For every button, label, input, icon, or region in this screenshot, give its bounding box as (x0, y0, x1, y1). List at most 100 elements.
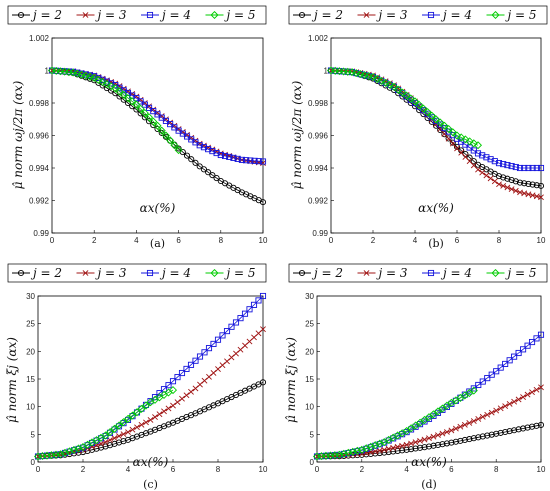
x-tick-label: 10 (259, 465, 268, 474)
data-point (406, 94, 415, 103)
data-point (520, 346, 527, 353)
legend-marker (427, 11, 435, 19)
data-point (425, 443, 433, 450)
data-point (241, 310, 249, 317)
data-point (434, 441, 442, 449)
y-tick-label: 30 (305, 292, 314, 301)
data-point (213, 175, 220, 182)
data-point (91, 73, 98, 80)
x-tick-label: 4 (404, 465, 409, 474)
data-point (86, 72, 94, 79)
data-point (348, 447, 357, 456)
legend-label: j = 4 (159, 8, 191, 22)
data-point (466, 436, 473, 443)
x-tick-label: 0 (329, 236, 334, 245)
data-point (381, 446, 388, 453)
data-point (500, 161, 507, 168)
y-tick-label: 0.992 (308, 197, 329, 206)
data-point (77, 70, 86, 79)
data-point (259, 292, 267, 300)
y-tick-label: 15 (26, 375, 35, 384)
data-point (538, 194, 544, 201)
data-point (483, 172, 490, 179)
data-point (170, 402, 176, 409)
data-point (140, 109, 149, 118)
y-tick-label: 0.992 (29, 197, 50, 206)
data-point (137, 404, 146, 413)
data-point (491, 158, 498, 165)
data-point (223, 328, 231, 335)
data-point (205, 169, 212, 176)
series-j4 (313, 331, 545, 460)
data-point (210, 340, 217, 347)
data-point (174, 146, 183, 155)
y-tick-label: 5 (310, 430, 315, 439)
data-point (141, 114, 148, 121)
data-point (533, 182, 540, 189)
data-point (219, 332, 226, 339)
y-tick-label: 0.998 (29, 99, 50, 108)
x-tick-label: 2 (81, 465, 86, 474)
data-point (529, 181, 536, 188)
data-point (439, 430, 446, 437)
data-point (376, 447, 383, 454)
y-tick-label: 1.002 (308, 34, 329, 43)
data-point (243, 157, 250, 164)
data-point (416, 444, 424, 451)
data-point (497, 429, 504, 436)
data-point (475, 434, 482, 441)
data-point (125, 429, 131, 436)
data-point (512, 178, 519, 185)
data-point (234, 155, 241, 162)
legend-marker (210, 10, 219, 20)
data-point (137, 110, 144, 117)
data-point (56, 450, 65, 459)
legend-box (7, 5, 267, 25)
x-tick-label: 2 (360, 465, 365, 474)
data-point (431, 115, 441, 124)
data-point (461, 436, 468, 444)
data-point (149, 117, 158, 126)
data-point (449, 139, 456, 146)
data-point (344, 448, 353, 457)
legend: j = 2 j = 3 j = 4 j = 5 (7, 5, 267, 25)
data-point (500, 174, 507, 181)
data-point (146, 118, 153, 125)
data-point (524, 342, 531, 349)
data-point (493, 430, 500, 437)
series-j2 (313, 421, 545, 460)
data-point (427, 111, 436, 120)
data-point (449, 140, 456, 147)
y-tick-label: 1.002 (29, 34, 50, 43)
legend-marker (363, 12, 370, 18)
data-point (390, 444, 397, 451)
data-point (381, 78, 390, 87)
data-point (111, 84, 120, 93)
series-j2 (48, 67, 267, 206)
data-point (444, 429, 450, 435)
data-point (495, 160, 503, 167)
data-point (179, 395, 185, 402)
data-point (141, 101, 148, 108)
data-point (183, 152, 191, 159)
data-point (81, 71, 90, 80)
data-point (178, 369, 186, 377)
data-point (417, 437, 423, 444)
plot-frame (316, 295, 542, 463)
data-point (394, 447, 401, 454)
data-point (520, 394, 526, 400)
legend-marker (146, 11, 154, 19)
data-point (495, 173, 503, 180)
data-point (366, 442, 375, 451)
data-point (170, 141, 179, 150)
data-point (347, 68, 357, 77)
data-point (362, 444, 371, 453)
data-point (105, 428, 115, 437)
data-point (246, 306, 253, 313)
data-point (214, 336, 222, 343)
x-axis-label: αx(%) (418, 201, 454, 215)
data-point (412, 445, 419, 452)
data-point (132, 100, 141, 109)
data-point (352, 69, 361, 78)
data-point (153, 121, 162, 130)
